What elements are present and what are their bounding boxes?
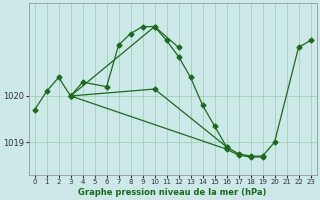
X-axis label: Graphe pression niveau de la mer (hPa): Graphe pression niveau de la mer (hPa): [78, 188, 267, 197]
